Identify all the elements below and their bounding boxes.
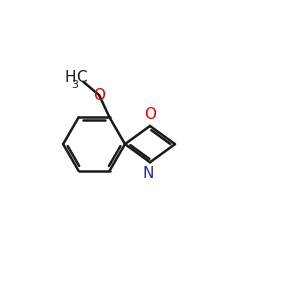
Text: O: O [144,107,156,122]
Text: C: C [76,70,87,85]
Text: N: N [143,166,154,181]
Text: O: O [93,88,105,103]
Text: 3: 3 [71,80,78,90]
Text: H: H [64,70,76,85]
